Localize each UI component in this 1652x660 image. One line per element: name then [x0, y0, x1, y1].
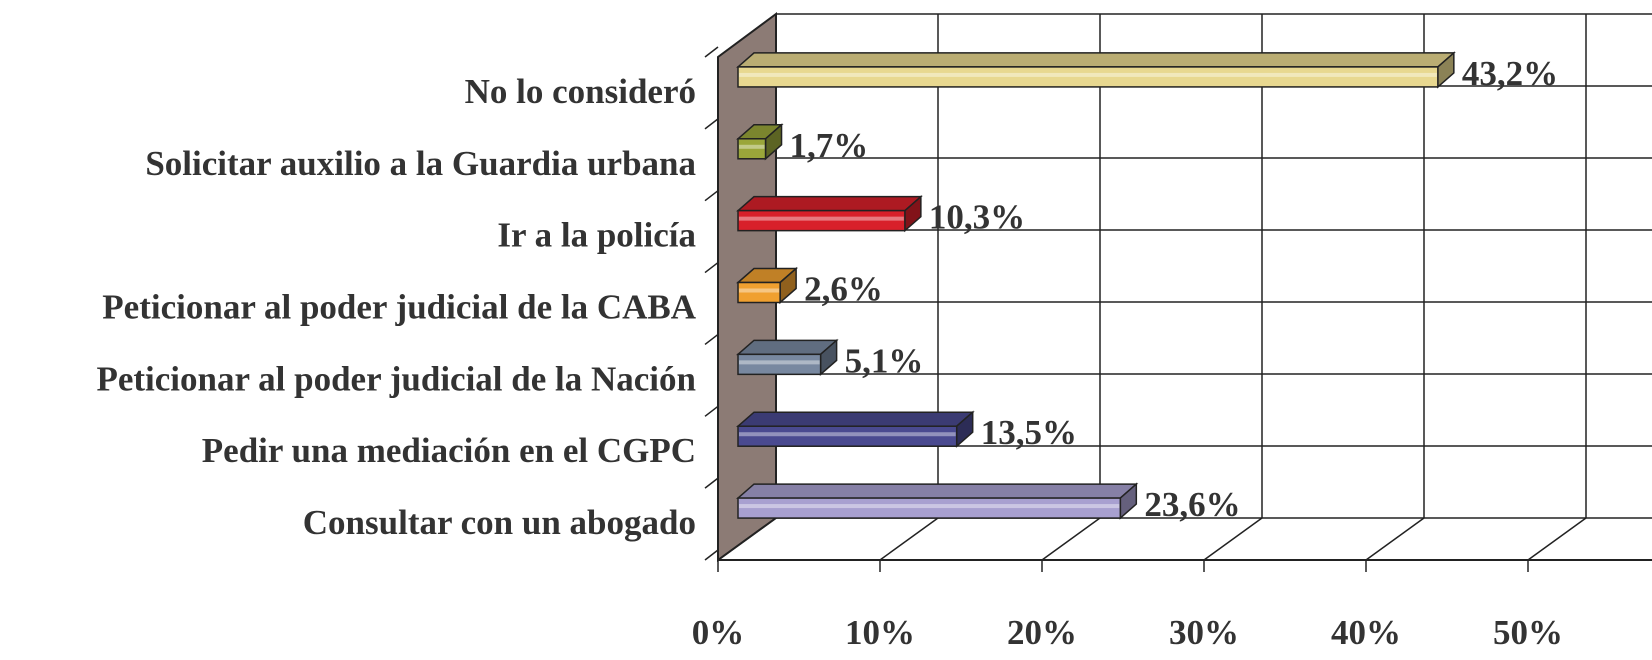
value-label: 2,6%: [804, 270, 883, 309]
x-tick-label: 40%: [1331, 613, 1401, 652]
x-tick-label: 30%: [1169, 613, 1239, 652]
bar: [736, 482, 1139, 520]
bar-highlight: [739, 72, 1437, 77]
bar-highlight: [739, 144, 765, 149]
floor-line: [1203, 517, 1263, 561]
x-tick-label: 20%: [1007, 613, 1077, 652]
bar-highlight: [739, 432, 956, 437]
axis-tick: [704, 190, 719, 202]
axis-tick: [704, 46, 719, 58]
axis-tick: [704, 477, 719, 489]
category-label: Solicitar auxilio a la Guardia urbana: [145, 144, 696, 183]
category-label: Consultar con un abogado: [303, 503, 696, 542]
bar-highlight: [739, 360, 820, 365]
x-tick-label: 0%: [692, 613, 745, 652]
value-label: 5,1%: [845, 341, 924, 380]
bar-highlight: [739, 216, 904, 221]
bar-highlight: [739, 504, 1120, 509]
bar-top: [736, 411, 975, 427]
bar-top: [736, 195, 923, 212]
bar-top: [736, 52, 1456, 68]
category-label: No lo consideró: [465, 72, 696, 111]
floor-line: [1527, 517, 1587, 561]
bar: [736, 266, 799, 305]
bar-top: [736, 339, 839, 356]
x-tick-label: 10%: [845, 613, 915, 652]
axis-tick: [704, 405, 719, 417]
floor-line: [717, 517, 777, 561]
category-label: Ir a la policía: [497, 216, 696, 255]
bar: [736, 410, 975, 448]
value-label: 10,3%: [929, 198, 1025, 237]
axis-tick: [704, 261, 719, 274]
floor-line: [1365, 517, 1425, 561]
axis-tick: [704, 118, 719, 130]
bar: [736, 194, 923, 233]
bar-highlight: [739, 288, 780, 293]
category-label: Peticionar al poder judicial de la CABA: [102, 288, 696, 327]
bar: [736, 51, 1456, 89]
bar-top: [736, 483, 1139, 499]
bar: [736, 123, 784, 161]
value-label: 43,2%: [1462, 54, 1558, 93]
floor-line: [879, 517, 939, 561]
category-label: Peticionar al poder judicial de la Nació…: [96, 359, 696, 398]
value-label: 23,6%: [1144, 485, 1240, 524]
floor-line: [1041, 517, 1101, 561]
x-tick-label: 50%: [1493, 613, 1563, 652]
value-label: 1,7%: [790, 126, 869, 165]
value-label: 13,5%: [981, 413, 1077, 452]
category-label: Pedir una mediación en el CGPC: [202, 431, 696, 470]
bar: [736, 338, 839, 377]
axis-tick: [704, 333, 719, 346]
axis-tick: [704, 549, 719, 561]
